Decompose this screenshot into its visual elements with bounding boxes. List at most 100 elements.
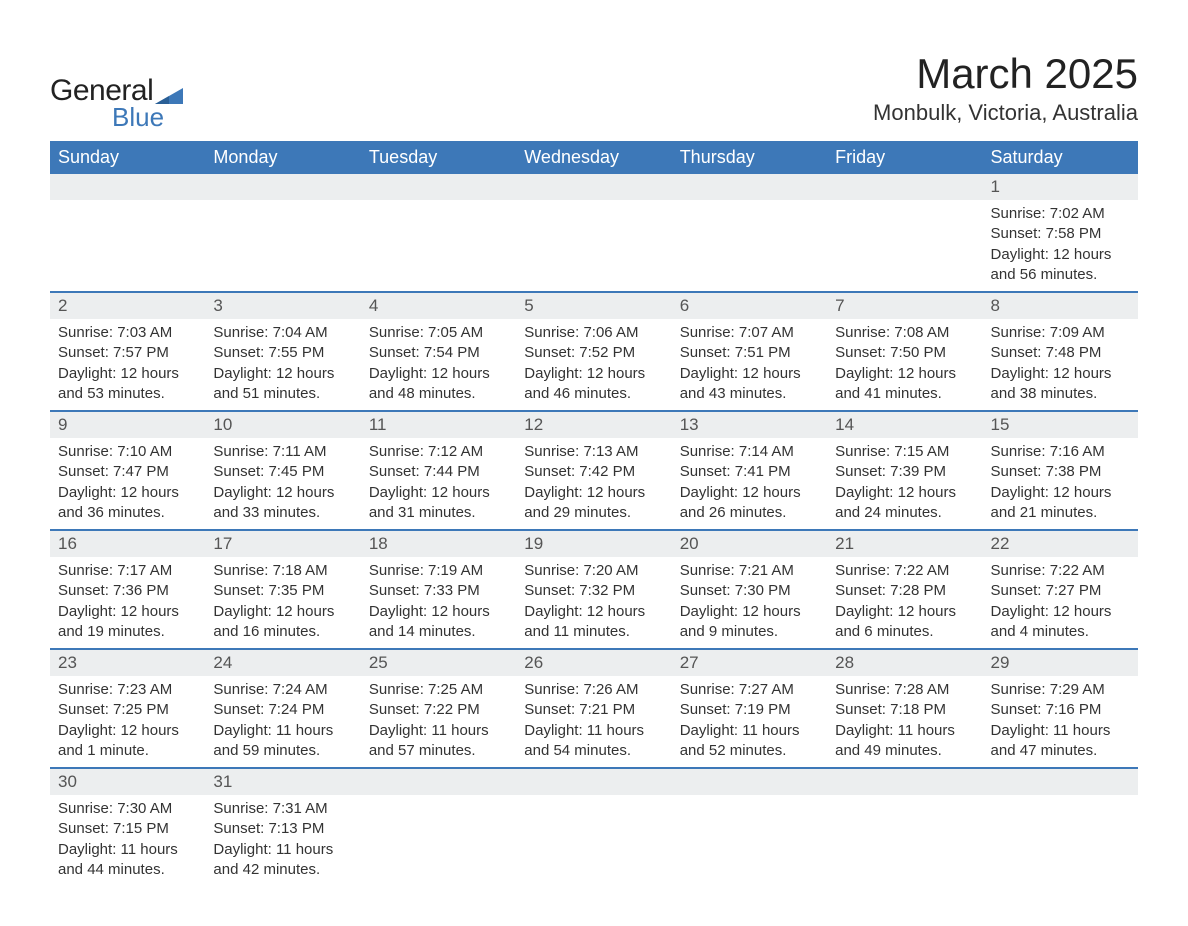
day-number-cell: 27 bbox=[672, 649, 827, 676]
sunrise-text: Sunrise: 7:07 AM bbox=[680, 323, 819, 343]
daylight2-text: and 26 minutes. bbox=[680, 503, 819, 523]
sunrise-text: Sunrise: 7:28 AM bbox=[835, 680, 974, 700]
title-block: March 2025 Monbulk, Victoria, Australia bbox=[873, 50, 1138, 126]
day-number-cell: 1 bbox=[983, 174, 1138, 200]
sunrise-text: Sunrise: 7:30 AM bbox=[58, 799, 197, 819]
day-number-cell bbox=[516, 174, 671, 200]
sunset-text: Sunset: 7:33 PM bbox=[369, 581, 508, 601]
day-details-cell: Sunrise: 7:29 AMSunset: 7:16 PMDaylight:… bbox=[983, 676, 1138, 768]
sunset-text: Sunset: 7:36 PM bbox=[58, 581, 197, 601]
daylight1-text: Daylight: 12 hours bbox=[213, 364, 352, 384]
day-details-cell: Sunrise: 7:22 AMSunset: 7:27 PMDaylight:… bbox=[983, 557, 1138, 649]
day-details-cell bbox=[672, 795, 827, 886]
header: General Blue March 2025 Monbulk, Victori… bbox=[50, 50, 1138, 133]
daylight2-text: and 21 minutes. bbox=[991, 503, 1130, 523]
sunrise-text: Sunrise: 7:02 AM bbox=[991, 204, 1130, 224]
day-number-cell: 30 bbox=[50, 768, 205, 795]
sunset-text: Sunset: 7:15 PM bbox=[58, 819, 197, 839]
day-details-row: Sunrise: 7:03 AMSunset: 7:57 PMDaylight:… bbox=[50, 319, 1138, 411]
day-number-cell: 20 bbox=[672, 530, 827, 557]
day-details-cell bbox=[205, 200, 360, 292]
sunset-text: Sunset: 7:16 PM bbox=[991, 700, 1130, 720]
day-details-row: Sunrise: 7:23 AMSunset: 7:25 PMDaylight:… bbox=[50, 676, 1138, 768]
calendar-table: Sunday Monday Tuesday Wednesday Thursday… bbox=[50, 141, 1138, 886]
day-number-row: 3031 bbox=[50, 768, 1138, 795]
daylight1-text: Daylight: 12 hours bbox=[991, 245, 1130, 265]
day-details-cell bbox=[672, 200, 827, 292]
day-details-cell: Sunrise: 7:26 AMSunset: 7:21 PMDaylight:… bbox=[516, 676, 671, 768]
daylight2-text: and 4 minutes. bbox=[991, 622, 1130, 642]
daylight1-text: Daylight: 12 hours bbox=[58, 364, 197, 384]
daylight2-text: and 16 minutes. bbox=[213, 622, 352, 642]
day-number-cell: 13 bbox=[672, 411, 827, 438]
day-details-cell: Sunrise: 7:13 AMSunset: 7:42 PMDaylight:… bbox=[516, 438, 671, 530]
day-details-cell: Sunrise: 7:02 AMSunset: 7:58 PMDaylight:… bbox=[983, 200, 1138, 292]
sunset-text: Sunset: 7:55 PM bbox=[213, 343, 352, 363]
day-details-cell: Sunrise: 7:05 AMSunset: 7:54 PMDaylight:… bbox=[361, 319, 516, 411]
daylight1-text: Daylight: 12 hours bbox=[680, 602, 819, 622]
daylight1-text: Daylight: 11 hours bbox=[58, 840, 197, 860]
daylight2-text: and 56 minutes. bbox=[991, 265, 1130, 285]
day-details-row: Sunrise: 7:30 AMSunset: 7:15 PMDaylight:… bbox=[50, 795, 1138, 886]
day-number-cell: 22 bbox=[983, 530, 1138, 557]
day-number-cell: 3 bbox=[205, 292, 360, 319]
sunrise-text: Sunrise: 7:04 AM bbox=[213, 323, 352, 343]
daylight1-text: Daylight: 12 hours bbox=[369, 602, 508, 622]
day-details-cell: Sunrise: 7:18 AMSunset: 7:35 PMDaylight:… bbox=[205, 557, 360, 649]
daylight2-text: and 38 minutes. bbox=[991, 384, 1130, 404]
day-number-cell: 24 bbox=[205, 649, 360, 676]
daylight2-text: and 44 minutes. bbox=[58, 860, 197, 880]
sunset-text: Sunset: 7:44 PM bbox=[369, 462, 508, 482]
sunset-text: Sunset: 7:18 PM bbox=[835, 700, 974, 720]
sunset-text: Sunset: 7:24 PM bbox=[213, 700, 352, 720]
day-number-cell: 9 bbox=[50, 411, 205, 438]
weekday-header: Thursday bbox=[672, 141, 827, 174]
day-details-cell: Sunrise: 7:17 AMSunset: 7:36 PMDaylight:… bbox=[50, 557, 205, 649]
month-title: March 2025 bbox=[873, 50, 1138, 98]
daylight1-text: Daylight: 11 hours bbox=[213, 840, 352, 860]
day-number-cell: 15 bbox=[983, 411, 1138, 438]
day-details-cell: Sunrise: 7:07 AMSunset: 7:51 PMDaylight:… bbox=[672, 319, 827, 411]
day-number-cell: 21 bbox=[827, 530, 982, 557]
weekday-header-row: Sunday Monday Tuesday Wednesday Thursday… bbox=[50, 141, 1138, 174]
daylight2-text: and 9 minutes. bbox=[680, 622, 819, 642]
daylight2-text: and 59 minutes. bbox=[213, 741, 352, 761]
sunset-text: Sunset: 7:50 PM bbox=[835, 343, 974, 363]
daylight1-text: Daylight: 12 hours bbox=[835, 602, 974, 622]
day-details-cell: Sunrise: 7:24 AMSunset: 7:24 PMDaylight:… bbox=[205, 676, 360, 768]
daylight1-text: Daylight: 11 hours bbox=[835, 721, 974, 741]
day-details-cell: Sunrise: 7:30 AMSunset: 7:15 PMDaylight:… bbox=[50, 795, 205, 886]
daylight2-text: and 53 minutes. bbox=[58, 384, 197, 404]
sunset-text: Sunset: 7:42 PM bbox=[524, 462, 663, 482]
day-number-cell: 7 bbox=[827, 292, 982, 319]
daylight2-text: and 31 minutes. bbox=[369, 503, 508, 523]
daylight1-text: Daylight: 12 hours bbox=[835, 483, 974, 503]
daylight2-text: and 6 minutes. bbox=[835, 622, 974, 642]
day-details-cell: Sunrise: 7:11 AMSunset: 7:45 PMDaylight:… bbox=[205, 438, 360, 530]
daylight2-text: and 41 minutes. bbox=[835, 384, 974, 404]
day-details-cell bbox=[50, 200, 205, 292]
sunset-text: Sunset: 7:35 PM bbox=[213, 581, 352, 601]
sunset-text: Sunset: 7:25 PM bbox=[58, 700, 197, 720]
day-number-cell: 26 bbox=[516, 649, 671, 676]
day-details-cell bbox=[361, 795, 516, 886]
day-details-cell bbox=[361, 200, 516, 292]
logo-triangle-icon bbox=[155, 86, 183, 109]
daylight1-text: Daylight: 12 hours bbox=[58, 483, 197, 503]
day-number-cell: 12 bbox=[516, 411, 671, 438]
daylight1-text: Daylight: 11 hours bbox=[991, 721, 1130, 741]
day-number-row: 1 bbox=[50, 174, 1138, 200]
day-number-cell bbox=[50, 174, 205, 200]
daylight1-text: Daylight: 12 hours bbox=[58, 602, 197, 622]
daylight2-text: and 14 minutes. bbox=[369, 622, 508, 642]
sunset-text: Sunset: 7:19 PM bbox=[680, 700, 819, 720]
day-number-row: 9101112131415 bbox=[50, 411, 1138, 438]
sunset-text: Sunset: 7:48 PM bbox=[991, 343, 1130, 363]
day-number-cell: 25 bbox=[361, 649, 516, 676]
weekday-header: Wednesday bbox=[516, 141, 671, 174]
daylight2-text: and 54 minutes. bbox=[524, 741, 663, 761]
daylight1-text: Daylight: 12 hours bbox=[835, 364, 974, 384]
sunrise-text: Sunrise: 7:09 AM bbox=[991, 323, 1130, 343]
sunset-text: Sunset: 7:13 PM bbox=[213, 819, 352, 839]
day-number-cell: 23 bbox=[50, 649, 205, 676]
